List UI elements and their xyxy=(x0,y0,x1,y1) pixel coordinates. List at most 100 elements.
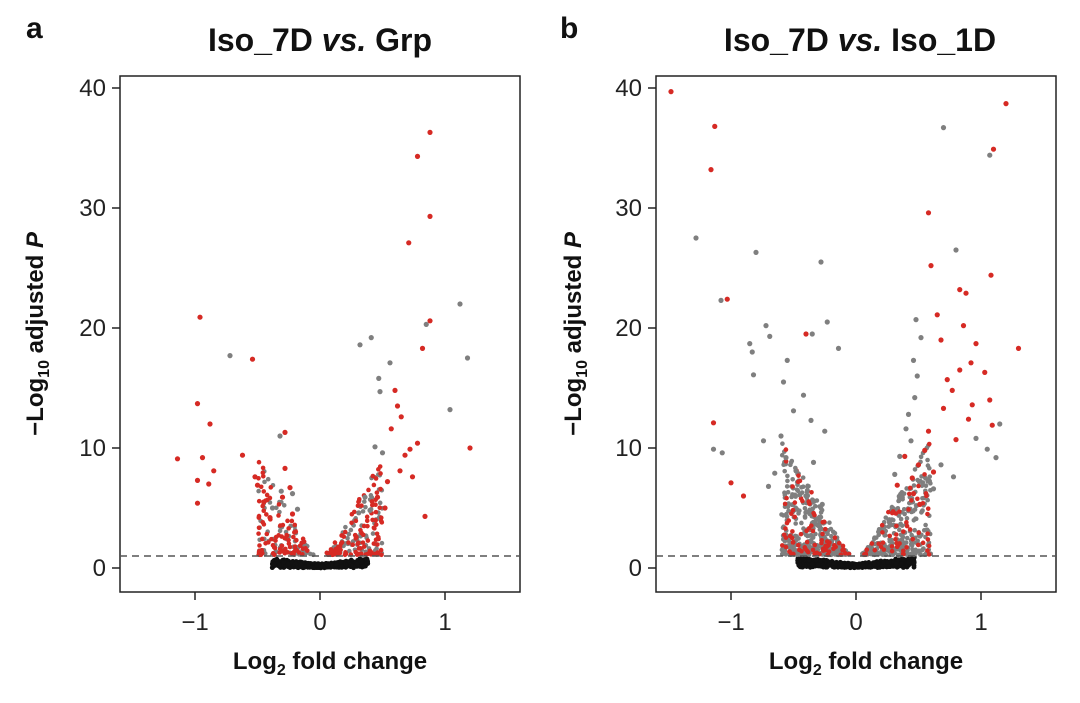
panel-b-point-gray xyxy=(778,433,784,439)
panel-b-point-red xyxy=(827,540,832,545)
panel-b-point-gray xyxy=(899,494,905,500)
panel-a-point-red xyxy=(343,550,348,555)
panel-b-point-red xyxy=(724,296,730,302)
panel-a-point-red xyxy=(379,552,384,558)
panel-a-point-red xyxy=(369,502,375,508)
panel-b-point-red xyxy=(805,549,811,555)
panel-b-point-red xyxy=(894,544,900,550)
panel-b-point-red xyxy=(790,529,795,534)
panel-b-point-red xyxy=(907,527,913,532)
panel-b-point-red xyxy=(779,543,785,548)
panel-b-point-gray xyxy=(938,462,944,468)
panel-b-point-gray xyxy=(780,441,785,446)
panel-b-point-red xyxy=(800,498,805,504)
panel-b-point-red xyxy=(904,545,909,550)
panel-b-point-nonsig-black xyxy=(899,561,904,566)
panel-a-point-gray xyxy=(363,504,368,510)
panel-b-point-red xyxy=(869,541,875,546)
panel-a-point-red xyxy=(365,523,370,529)
panel-b-point-gray xyxy=(920,495,925,501)
panel-b-point-gray xyxy=(904,535,910,541)
panel-b-point-red xyxy=(909,498,914,503)
panel-b-point-red xyxy=(900,551,906,557)
panel-a-point-red xyxy=(296,550,302,555)
panel-b-point-red xyxy=(781,532,787,538)
panel-a-point-gray xyxy=(377,500,383,506)
panel-b-point-red xyxy=(710,420,717,426)
panel-b-point-gray xyxy=(784,357,790,363)
panel-b-point-red xyxy=(926,552,932,557)
panel-b-point-red xyxy=(783,526,788,531)
panel-a-point-red xyxy=(261,489,267,494)
panel-a-point-red xyxy=(359,503,364,508)
panel-b-point-gray xyxy=(799,485,804,490)
panel-b-point-nonsig-black xyxy=(827,559,833,565)
panel-b-point-nonsig-black xyxy=(860,563,866,569)
panel-b-point-red xyxy=(804,539,810,545)
panel-a-xlabel-sub: 2 xyxy=(276,661,286,679)
panel-b-point-gray xyxy=(913,317,919,323)
panel-a-point-red xyxy=(364,518,370,524)
panel-b-xtick-label: −1 xyxy=(717,609,744,636)
panel-b-point-red xyxy=(982,369,988,375)
panel-a-point-red xyxy=(374,490,380,495)
panel-b-point-gray xyxy=(799,520,804,526)
panel-b-point-nonsig-black xyxy=(911,560,917,566)
panel-a-point-red xyxy=(330,552,335,558)
panel-b-point-gray xyxy=(800,392,807,398)
panel-a-point-red xyxy=(256,513,262,519)
panel-b-point-nonsig-black xyxy=(815,562,821,568)
panel-a-point-red xyxy=(260,470,266,476)
panel-a-point-gray xyxy=(372,444,378,450)
panel-b-point-red xyxy=(810,528,816,534)
panel-a-point-gray xyxy=(281,502,287,508)
panel-a-point-gray xyxy=(360,509,366,514)
panel-a-point-red xyxy=(419,345,426,351)
panel-b-point-red xyxy=(879,522,885,528)
panel-b-point-gray xyxy=(824,319,830,325)
panel-b-ytick-label: 10 xyxy=(615,435,642,462)
panel-b-point-gray xyxy=(763,323,769,329)
panel-b-point-red xyxy=(910,491,917,497)
panel-b-point-gray xyxy=(917,479,922,484)
panel-b-point-gray xyxy=(921,528,927,533)
panel-b-point-gray xyxy=(812,503,818,509)
panel-a-point-gray xyxy=(227,353,233,359)
panel-b-point-gray xyxy=(793,521,798,526)
panel-b-point-red xyxy=(796,542,801,548)
panel-b-point-gray xyxy=(800,475,806,480)
panel-a-point-red xyxy=(283,546,288,552)
panel-a-point-gray xyxy=(423,321,429,327)
panel-b-point-gray xyxy=(919,547,925,553)
panel-b-point-gray xyxy=(797,492,803,498)
panel-b-point-gray xyxy=(820,551,826,557)
panel-b-point-gray xyxy=(926,477,931,483)
panel-b-point-gray xyxy=(918,335,924,341)
panel-b-point-red xyxy=(803,546,808,552)
panel-b-point-gray xyxy=(829,533,834,539)
panel-b-point-gray xyxy=(785,478,790,484)
panel-b-point-gray xyxy=(923,522,928,528)
panel-a-point-red xyxy=(260,465,266,471)
panel-a-point-gray xyxy=(278,488,284,494)
panel-b-point-gray xyxy=(993,455,999,461)
panel-b-point-red xyxy=(787,549,792,554)
panel-b-point-gray xyxy=(910,357,917,363)
panel-b-point-gray xyxy=(818,510,824,515)
panel-a-point-red xyxy=(256,498,262,504)
panel-b-point-red xyxy=(708,167,714,173)
panel-b-point-gray xyxy=(911,483,917,488)
panel-b-xlabel: Log2 fold change xyxy=(666,648,1066,680)
panel-a-point-red xyxy=(357,551,362,557)
panel-b-point-red xyxy=(797,478,803,484)
panel-b-title-right: Iso_1D xyxy=(891,22,997,58)
panel-b-point-nonsig-black xyxy=(809,561,815,567)
panel-a-ytick-label: 20 xyxy=(79,315,106,342)
panel-a-xtick-label: −1 xyxy=(181,609,208,636)
panel-b-point-red xyxy=(881,547,887,552)
panel-b-point-nonsig-black xyxy=(900,565,906,570)
panel-b-point-gray xyxy=(926,465,932,471)
panel-a-frame xyxy=(119,75,521,593)
panel-a-point-red xyxy=(277,523,283,528)
